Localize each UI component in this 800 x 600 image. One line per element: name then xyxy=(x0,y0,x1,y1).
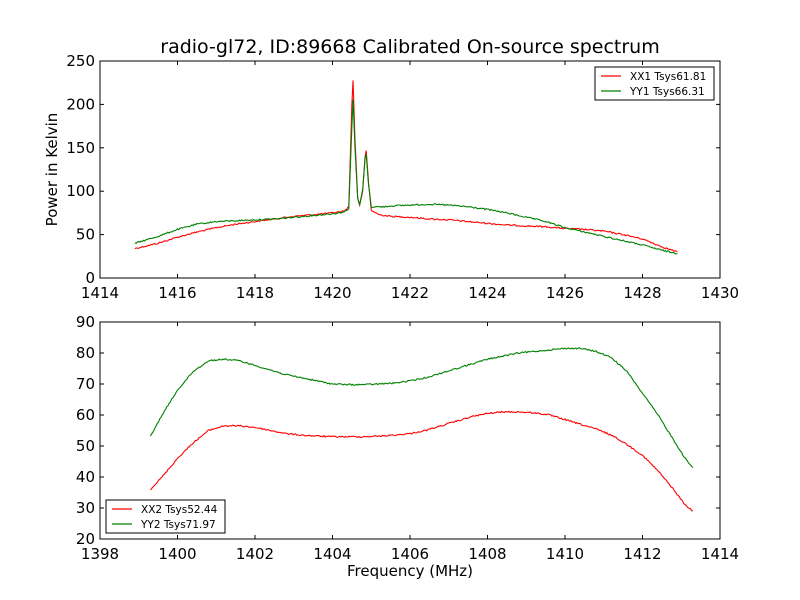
legend-box xyxy=(594,66,715,101)
y-axis-label: Power in Kelvin xyxy=(43,113,61,227)
bottom-panel: 1398 1400 1402 1404 1406 1408 1410 1412 1414 20 30… xyxy=(76,313,739,580)
x-tick-label: 1430 xyxy=(701,284,739,302)
x-tick-label: 1416 xyxy=(158,284,196,302)
series-line-yy2 xyxy=(149,347,694,469)
x-tick-label: 1428 xyxy=(623,284,661,302)
legend-box xyxy=(105,499,226,534)
legend-label: YY2 Tsys71.97 xyxy=(140,519,216,531)
x-tick-label: 1408 xyxy=(468,545,506,563)
x-tick-label: 1414 xyxy=(701,545,739,563)
figure-title: radio-gl72, ID:89668 Calibrated On-sourc… xyxy=(160,36,659,58)
x-axis-label: Frequency (MHz) xyxy=(347,562,473,580)
x-tick-label: 1412 xyxy=(623,545,661,563)
series-line-xx1 xyxy=(134,80,678,253)
x-tick-label: 1398 xyxy=(81,545,119,563)
legend-label: XX2 Tsys52.44 xyxy=(141,504,218,516)
y-tick-label: 200 xyxy=(66,95,95,113)
y-tick-label: 0 xyxy=(85,269,95,287)
series-line-xx2 xyxy=(149,410,694,512)
series-line-yy1 xyxy=(134,99,678,255)
y-tick-label: 40 xyxy=(76,468,95,486)
y-tick-label: 20 xyxy=(76,530,95,548)
legend: XX1 Tsys61.81 YY1 Tsys66.31 xyxy=(594,66,715,101)
y-tick-label: 50 xyxy=(76,226,95,244)
x-tick-label: 1402 xyxy=(236,545,274,563)
x-tick-label: 1422 xyxy=(391,284,429,302)
x-tick-label: 1404 xyxy=(313,545,351,563)
y-tick-label: 30 xyxy=(76,499,95,517)
x-tick-label: 1424 xyxy=(468,284,506,302)
y-tick-label: 150 xyxy=(66,139,95,157)
x-tick-label: 1426 xyxy=(546,284,584,302)
legend-label: YY1 Tsys66.31 xyxy=(629,86,705,98)
x-tick-label: 1410 xyxy=(546,545,584,563)
y-tick-label: 80 xyxy=(76,344,95,362)
x-tick-label: 1418 xyxy=(236,284,274,302)
legend-label: XX1 Tsys61.81 xyxy=(630,71,706,83)
x-tick-label: 1400 xyxy=(158,545,196,563)
y-tick-label: 90 xyxy=(76,313,95,331)
y-tick-label: 100 xyxy=(66,182,95,200)
legend: XX2 Tsys52.44 YY2 Tsys71.97 xyxy=(105,499,226,534)
y-tick-label: 50 xyxy=(76,437,95,455)
x-tick-label: 1414 xyxy=(81,284,119,302)
y-tick-label: 70 xyxy=(76,375,95,393)
x-tick-label: 1420 xyxy=(313,284,351,302)
top-panel: 1414 1416 1418 1420 1422 1424 1426 1428 1430 0 50 1… xyxy=(43,52,739,302)
x-tick-label: 1406 xyxy=(391,545,429,563)
y-tick-label: 250 xyxy=(66,52,95,70)
y-tick-label: 60 xyxy=(76,406,95,424)
